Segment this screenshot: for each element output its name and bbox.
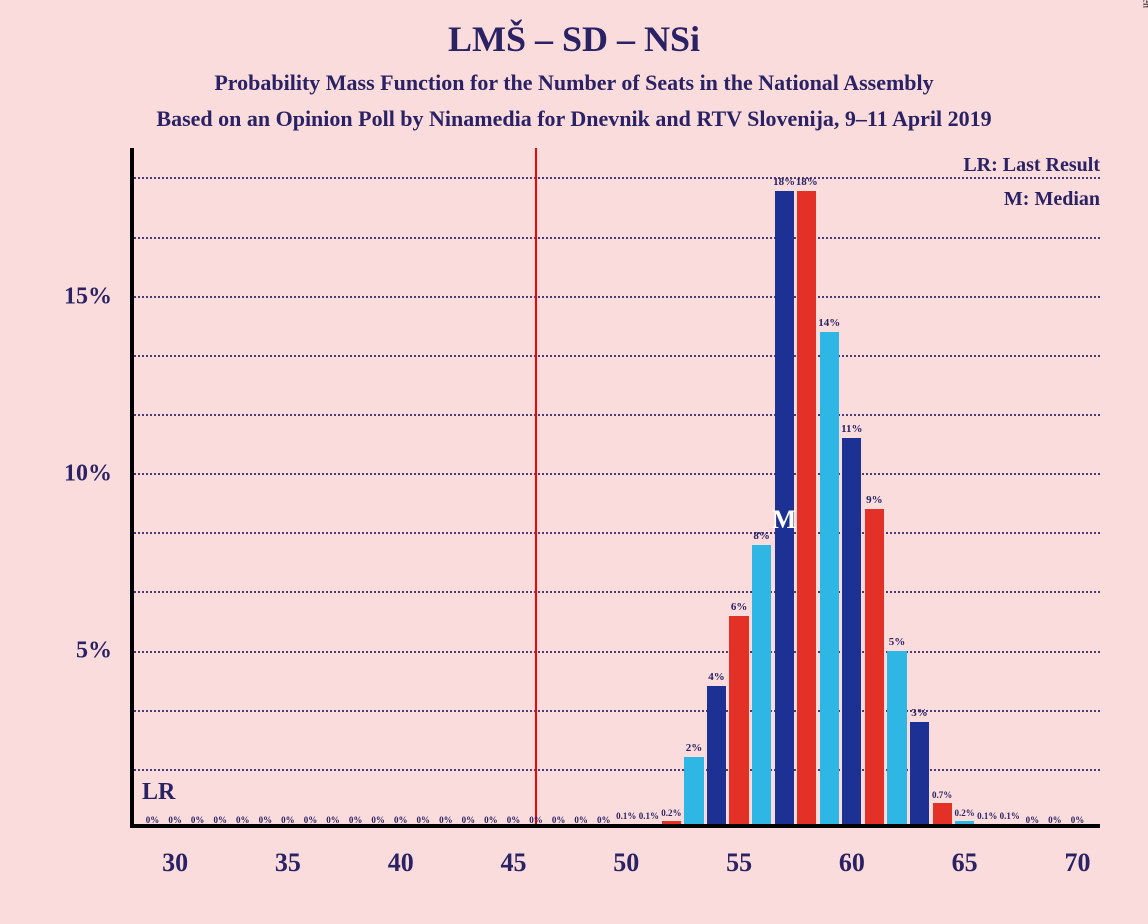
bar xyxy=(797,191,816,829)
grid-line xyxy=(130,769,1100,771)
bar xyxy=(842,438,861,828)
ytick-label: 10% xyxy=(0,460,112,487)
ytick-label: 5% xyxy=(0,637,112,664)
chart-subtitle-2: Based on an Opinion Poll by Ninamedia fo… xyxy=(0,106,1148,132)
bar-label: 0.7% xyxy=(932,790,952,800)
bar xyxy=(752,545,771,828)
xtick-label: 40 xyxy=(388,848,414,878)
bar-label: 2% xyxy=(686,742,703,754)
xtick-label: 50 xyxy=(613,848,639,878)
lr-label: LR xyxy=(142,779,175,806)
bar-label: 0.2% xyxy=(955,808,975,818)
xtick-label: 60 xyxy=(839,848,865,878)
grid-line xyxy=(130,355,1100,357)
bar-label: 0.1% xyxy=(616,811,636,821)
grid-line xyxy=(130,591,1100,593)
lr-line xyxy=(535,148,537,828)
bar xyxy=(820,332,839,828)
bar-label: 11% xyxy=(841,423,862,435)
bar-label: 6% xyxy=(731,601,748,613)
bar-label: 0.1% xyxy=(977,811,997,821)
chart-canvas: LMŠ – SD – NSi Probability Mass Function … xyxy=(0,0,1148,924)
bar xyxy=(887,651,906,828)
bar xyxy=(865,509,884,828)
grid-line xyxy=(130,177,1100,179)
bar-label: 0.2% xyxy=(661,808,681,818)
bar xyxy=(729,616,748,829)
grid-line xyxy=(130,473,1100,475)
copyright-text: © 2019 Filip van Laenen xyxy=(1140,0,1148,8)
grid-line xyxy=(130,414,1100,416)
median-label: M xyxy=(772,505,797,535)
xtick-label: 55 xyxy=(726,848,752,878)
xtick-label: 35 xyxy=(275,848,301,878)
y-axis xyxy=(130,148,134,828)
grid-line xyxy=(130,710,1100,712)
bar-label: 3% xyxy=(911,707,928,719)
grid-line xyxy=(130,532,1100,534)
xtick-label: 65 xyxy=(952,848,978,878)
bar-label: 5% xyxy=(889,636,906,648)
xtick-label: 30 xyxy=(162,848,188,878)
grid-line xyxy=(130,651,1100,653)
plot-area: 0%0%0%0%0%0%0%0%0%0%0%0%0%0%0%0%0%0%0%0%… xyxy=(130,148,1100,828)
grid-line xyxy=(130,237,1100,239)
bar-label: 0.1% xyxy=(1000,811,1020,821)
bar xyxy=(684,757,703,828)
bar-label: 18% xyxy=(773,176,795,188)
bar-label: 14% xyxy=(818,317,840,329)
xtick-label: 45 xyxy=(500,848,526,878)
xtick-label: 70 xyxy=(1064,848,1090,878)
chart-title: LMŠ – SD – NSi xyxy=(0,18,1148,60)
bar-label: 4% xyxy=(708,671,725,683)
chart-subtitle-1: Probability Mass Function for the Number… xyxy=(0,70,1148,96)
bar-label: 0.1% xyxy=(639,811,659,821)
bar-label: 18% xyxy=(796,176,818,188)
grid-line xyxy=(130,296,1100,298)
ytick-label: 15% xyxy=(0,283,112,310)
bar-label: 9% xyxy=(866,494,883,506)
bar xyxy=(707,686,726,828)
x-axis xyxy=(130,824,1100,828)
bar xyxy=(910,722,929,828)
bar-label: 8% xyxy=(753,530,770,542)
